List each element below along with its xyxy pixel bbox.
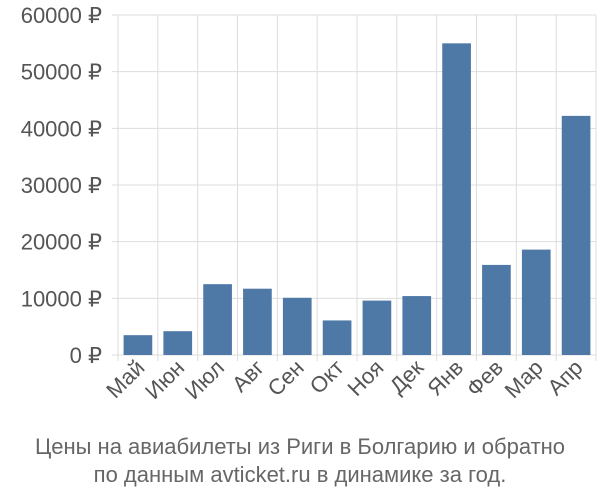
- x-tick-label: Авг: [227, 355, 269, 397]
- x-tick-label: Дек: [385, 355, 429, 399]
- x-tick-label: Янв: [422, 355, 468, 401]
- bar: [362, 300, 392, 355]
- y-tick-label: 10000 ₽: [21, 286, 102, 311]
- bar-chart: 0 ₽ 10000 ₽ 20000 ₽ 30000 ₽ 40000 ₽ 50000 ₽ 60…: [21, 3, 597, 405]
- bar: [521, 249, 551, 355]
- bar: [282, 297, 312, 355]
- x-tick-label: Апр: [542, 355, 587, 400]
- y-tick-label: 50000 ₽: [21, 60, 102, 85]
- bar: [402, 296, 432, 355]
- bar: [322, 320, 352, 355]
- y-axis: 0 ₽ 10000 ₽ 20000 ₽ 30000 ₽ 40000 ₽ 50000 ₽ 60…: [21, 3, 102, 368]
- x-tick-label: Май: [101, 355, 149, 403]
- bar: [163, 331, 193, 355]
- bar: [243, 288, 272, 355]
- x-tick-label: Июл: [180, 355, 229, 404]
- chart-caption-line-2: по данным avticket.ru в динамике за год.: [93, 462, 507, 487]
- y-tick-label: 0 ₽: [70, 343, 102, 368]
- x-tick-label: Окт: [305, 355, 349, 399]
- bar: [123, 335, 153, 355]
- bar: [482, 264, 511, 355]
- x-tick-label: Июн: [140, 355, 189, 404]
- x-tick-label: Фев: [462, 355, 508, 401]
- y-tick-label: 40000 ₽: [21, 116, 102, 141]
- y-tick-label: 60000 ₽: [21, 3, 102, 28]
- y-tick-label: 20000 ₽: [21, 230, 102, 255]
- bar: [203, 284, 232, 355]
- bar: [442, 43, 471, 355]
- y-tick-label: 30000 ₽: [21, 173, 102, 198]
- x-tick-label: Сен: [263, 355, 309, 401]
- bars-layer: [123, 43, 591, 355]
- x-tick-label: Ноя: [342, 355, 388, 401]
- x-tick-label: Мар: [500, 355, 548, 403]
- bar: [561, 115, 591, 355]
- chart-caption-line-1: Цены на авиабилеты из Риги в Болгарию и …: [34, 434, 566, 459]
- grid-layer: [112, 14, 597, 361]
